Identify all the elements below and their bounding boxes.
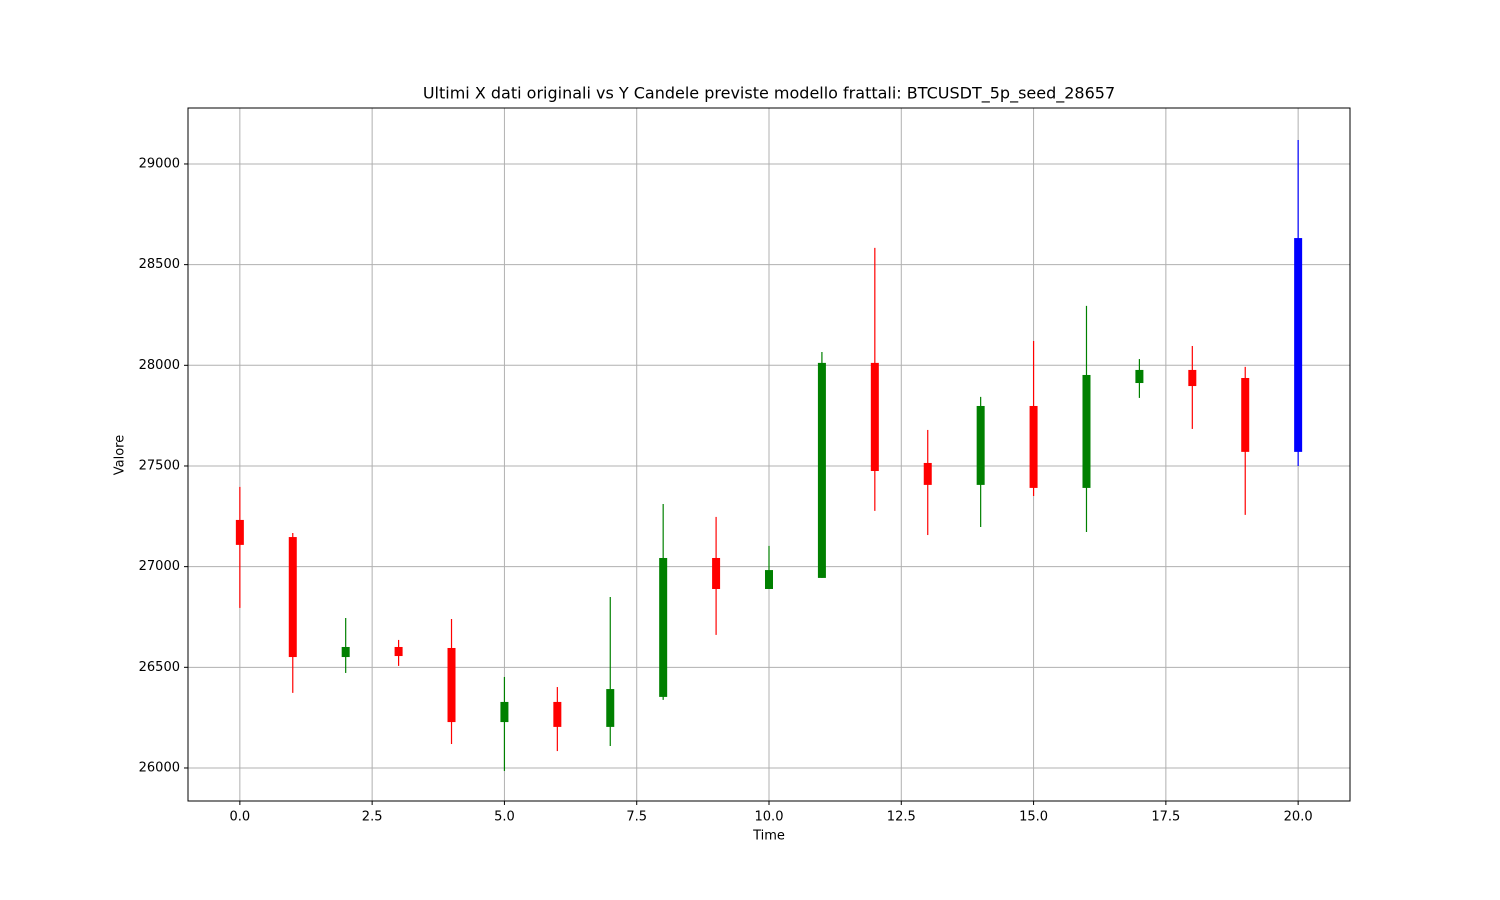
x-tick-label: 2.5 xyxy=(362,810,383,825)
candle-body xyxy=(288,537,297,658)
chart-title: Ultimi X dati originali vs Y Candele pre… xyxy=(423,84,1115,104)
y-tick-label: 27500 xyxy=(139,458,180,473)
candle-body xyxy=(817,362,826,578)
candle-body xyxy=(235,519,244,545)
x-tick-label: 20.0 xyxy=(1284,810,1313,825)
y-tick-label: 26000 xyxy=(139,760,180,775)
x-axis-label: Time xyxy=(752,829,785,844)
candle-body xyxy=(923,462,932,485)
x-tick-label: 15.0 xyxy=(1019,810,1048,825)
x-tick-label: 5.0 xyxy=(494,810,515,825)
candle-body xyxy=(712,557,721,589)
y-tick-label: 27000 xyxy=(139,559,180,574)
y-tick-label: 29000 xyxy=(139,156,180,171)
candle-body xyxy=(1029,405,1038,488)
plot-frame xyxy=(187,107,1351,802)
x-tick-label: 0.0 xyxy=(230,810,251,825)
candle-body xyxy=(1241,377,1250,452)
candle-body xyxy=(447,647,456,723)
candle-body xyxy=(765,570,773,589)
y-tick-label: 26500 xyxy=(139,660,180,675)
candle-body xyxy=(394,646,403,657)
candle-body xyxy=(976,405,985,485)
x-tick-label: 12.5 xyxy=(887,810,916,825)
candle-body xyxy=(500,701,509,723)
candle-body xyxy=(1082,374,1091,488)
y-tick-label: 28500 xyxy=(139,257,180,272)
x-tick-label: 7.5 xyxy=(626,810,647,825)
candle-body xyxy=(659,557,668,697)
candle-body xyxy=(553,701,562,727)
y-axis-label: Valore xyxy=(113,435,128,475)
x-tick-label: 10.0 xyxy=(755,810,784,825)
candle-body xyxy=(1135,369,1144,384)
y-tick-label: 28000 xyxy=(139,358,180,373)
candle-body xyxy=(1294,238,1303,452)
x-tick-label: 17.5 xyxy=(1151,810,1180,825)
candle-body xyxy=(870,362,879,472)
candle-body xyxy=(1188,369,1197,387)
candle-body xyxy=(341,646,350,658)
candle-body xyxy=(606,689,615,727)
